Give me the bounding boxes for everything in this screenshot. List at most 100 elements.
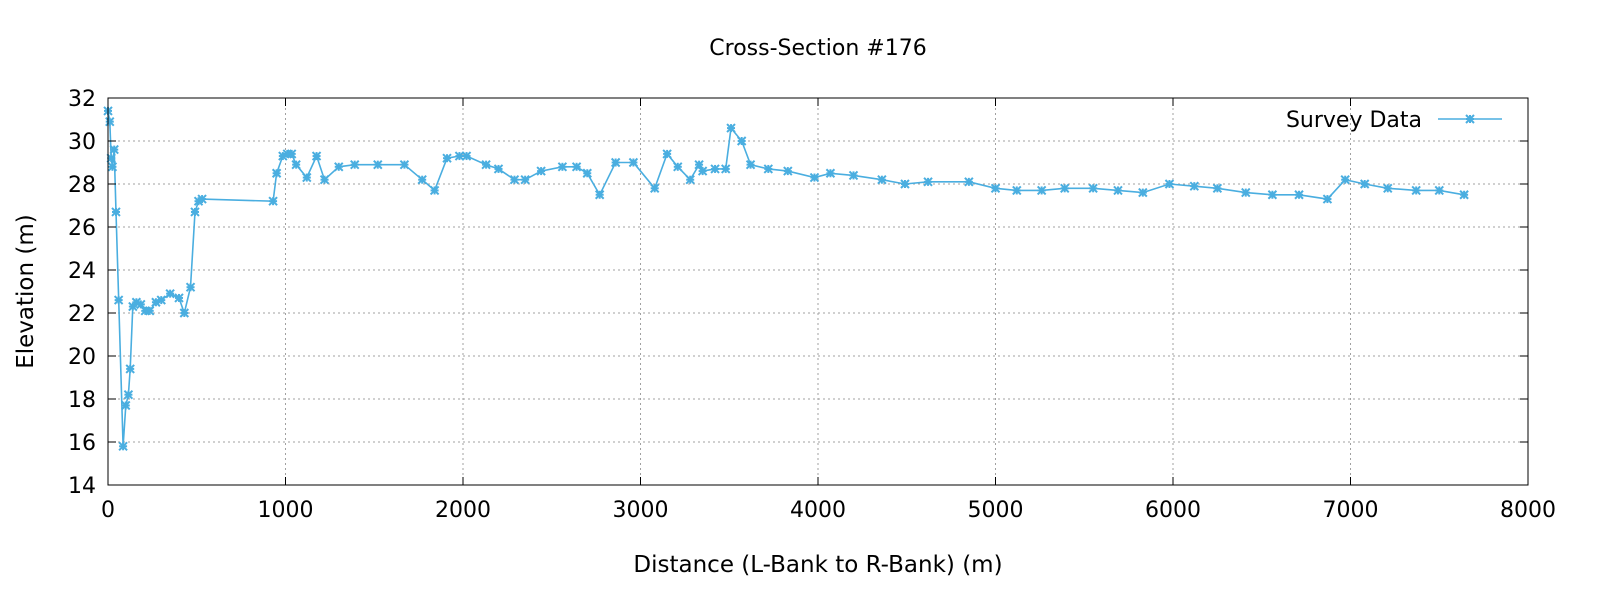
y-axis: 14 16 18 20 22 24 26 28 30 32 [68, 87, 1528, 499]
data-point [113, 295, 124, 305]
data-point [145, 306, 155, 316]
x-tick-label: 5000 [968, 498, 1024, 523]
data-point [990, 183, 1001, 194]
data-point [179, 308, 190, 318]
data-point [109, 144, 119, 155]
data-point [1340, 174, 1350, 185]
data-point [697, 166, 708, 176]
data-point [825, 168, 836, 178]
data-point [1088, 183, 1098, 194]
data-point [745, 159, 756, 170]
x-tick-label: 1000 [258, 498, 314, 523]
x-tick-label: 4000 [790, 498, 846, 523]
data-point [429, 185, 440, 196]
data-point [125, 364, 135, 374]
data-point [1212, 183, 1223, 194]
data-point [136, 299, 146, 310]
data-point [185, 282, 196, 292]
data-point [302, 172, 312, 183]
data-point [736, 136, 747, 146]
legend: Survey Data [1286, 108, 1502, 133]
x-tick-label: 0 [101, 498, 115, 523]
data-point [118, 441, 128, 452]
data-point [594, 190, 605, 200]
data-point [720, 164, 731, 174]
data-point [673, 162, 683, 172]
data-point [287, 149, 297, 159]
y-tick-label: 20 [68, 345, 96, 370]
data-point [1189, 181, 1200, 191]
data-point [111, 207, 121, 217]
data-point [557, 162, 568, 172]
data-point [454, 151, 465, 161]
data-point [319, 174, 330, 185]
data-point [964, 177, 974, 187]
data-point [685, 174, 695, 185]
data-point [268, 196, 278, 206]
series-layer [103, 106, 1469, 452]
data-point [106, 153, 116, 163]
x-tick-label: 2000 [435, 498, 491, 523]
data-point [123, 389, 134, 400]
data-point [481, 159, 491, 170]
x-tick-label: 8000 [1500, 498, 1556, 523]
y-tick-label: 32 [68, 87, 96, 112]
data-point [311, 151, 322, 161]
data-point [399, 159, 410, 170]
x-axis-label: Distance (L-Bank to R-Bank) (m) [633, 552, 1002, 578]
data-point [121, 400, 131, 411]
data-point [1411, 185, 1421, 196]
data-point [190, 207, 200, 217]
y-tick-label: 16 [68, 431, 96, 456]
y-tick-label: 28 [68, 173, 96, 198]
data-point [417, 174, 427, 185]
data-point [1060, 183, 1070, 194]
data-point [271, 168, 282, 178]
data-point [165, 288, 175, 299]
x-tick-label: 6000 [1145, 498, 1201, 523]
data-point [1012, 185, 1022, 196]
data-point [1459, 190, 1469, 200]
data-point [1164, 179, 1175, 189]
y-tick-label: 26 [68, 216, 96, 241]
y-tick-label: 18 [68, 388, 96, 413]
y-tick-label: 22 [68, 302, 96, 327]
x-tick-label: 3000 [613, 498, 669, 523]
legend-sample [1438, 114, 1502, 124]
data-point [848, 170, 859, 181]
data-point [582, 168, 592, 178]
y-tick-label: 30 [68, 130, 96, 155]
data-point [649, 183, 660, 194]
x-tick-label: 7000 [1323, 498, 1379, 523]
data-point [156, 295, 166, 305]
data-point [197, 194, 207, 204]
data-point [350, 159, 360, 170]
data-point [571, 162, 582, 172]
data-point [900, 179, 910, 189]
data-point [509, 174, 520, 185]
grid [108, 98, 1528, 485]
data-point [105, 116, 115, 127]
data-point [877, 174, 887, 185]
data-point [1241, 187, 1251, 198]
data-point [726, 123, 736, 133]
data-point [334, 162, 344, 172]
data-point [1322, 194, 1333, 204]
data-point [461, 151, 472, 161]
data-point [783, 166, 793, 176]
data-point [1113, 185, 1123, 196]
y-tick-label: 24 [68, 259, 96, 284]
data-point [536, 166, 546, 176]
data-point [107, 162, 118, 172]
data-point [1267, 190, 1278, 200]
data-point [1294, 190, 1304, 200]
data-point [763, 164, 774, 174]
data-point [291, 159, 301, 170]
data-point [174, 293, 184, 303]
data-point [662, 149, 672, 159]
x-axis: 0 1000 2000 3000 4000 5000 6000 7000 8000 [101, 98, 1556, 523]
y-axis-label: Elevation (m) [13, 214, 39, 369]
data-point [1434, 185, 1444, 196]
data-point [710, 164, 720, 174]
